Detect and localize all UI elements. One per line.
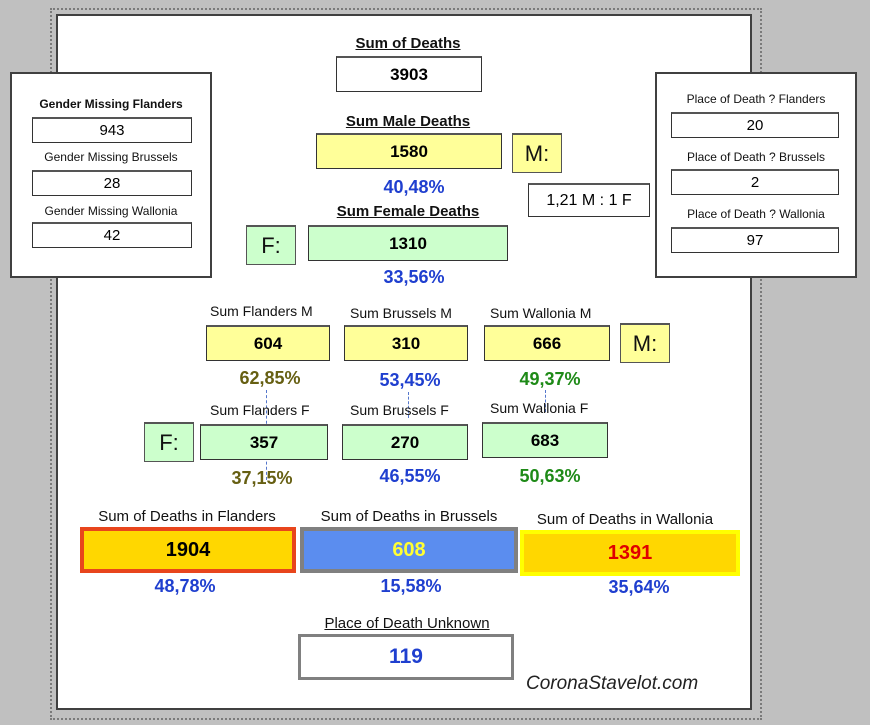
footer-site: CoronaStavelot.com <box>526 673 699 694</box>
place-unknown-brussels-label: Place of Death ? Brussels <box>686 150 826 164</box>
flanders-total-value: 1904 <box>165 538 211 561</box>
wallonia-connector <box>545 390 546 412</box>
wallonia-total-pct: 35,64% <box>608 577 670 597</box>
flanders-m-pct: 62,85% <box>239 368 301 388</box>
brussels-total-box: 608 <box>300 527 518 573</box>
wallonia-f-label: Sum Wallonia F <box>490 400 589 416</box>
female-value: 1310 <box>308 225 508 261</box>
flanders-f-pct: 37,15% <box>231 468 293 488</box>
regions-f-tag: F: <box>144 422 194 462</box>
brussels-f-pct: 46,55% <box>379 466 441 486</box>
female-label: Sum Female Deaths <box>336 203 480 220</box>
flanders-f-value: 357 <box>200 424 328 460</box>
wallonia-total-label: Sum of Deaths in Wallonia <box>536 511 714 528</box>
total-value: 3903 <box>336 56 482 92</box>
wallonia-f-value: 683 <box>482 422 608 458</box>
brussels-total-pct: 15,58% <box>380 576 442 596</box>
wallonia-total-box: 1391 <box>520 530 740 576</box>
gender-missing-brussels-label: Gender Missing Brussels <box>44 150 178 164</box>
brussels-m-pct: 53,45% <box>379 370 441 390</box>
male-tag: M: <box>512 133 562 173</box>
flanders-m-label: Sum Flanders M <box>210 303 313 319</box>
female-tag: F: <box>246 225 296 265</box>
male-value: 1580 <box>316 133 502 169</box>
gender-missing-wallonia-value: 42 <box>32 222 192 248</box>
place-unknown-label: Place of Death Unknown <box>324 615 490 632</box>
male-label: Sum Male Deaths <box>345 113 471 130</box>
flanders-total-box: 1904 <box>80 527 296 573</box>
place-unknown-flanders-value: 20 <box>671 112 839 138</box>
brussels-m-label: Sum Brussels M <box>350 305 452 321</box>
brussels-connector <box>408 392 409 418</box>
gender-missing-brussels-value: 28 <box>32 170 192 196</box>
total-label: Sum of Deaths <box>355 35 461 52</box>
outer-frame <box>50 8 762 720</box>
male-pct: 40,48% <box>383 177 445 197</box>
brussels-f-value: 270 <box>342 424 468 460</box>
ratio-value: 1,21 M : 1 F <box>528 183 650 217</box>
flanders-f-label: Sum Flanders F <box>210 402 310 418</box>
gender-missing-flanders-value: 943 <box>32 117 192 143</box>
flanders-total-pct: 48,78% <box>154 576 216 596</box>
place-unknown-brussels-value: 2 <box>671 169 839 195</box>
place-unknown-value: 119 <box>389 645 423 668</box>
wallonia-f-pct: 50,63% <box>519 466 581 486</box>
place-unknown-flanders-label: Place of Death ? Flanders <box>686 92 826 106</box>
brussels-f-label: Sum Brussels F <box>350 402 449 418</box>
place-unknown-wallonia-value: 97 <box>671 227 839 253</box>
gender-missing-flanders-label: Gender Missing Flanders <box>39 97 183 111</box>
wallonia-m-label: Sum Wallonia M <box>490 305 592 321</box>
brussels-total-label: Sum of Deaths in Brussels <box>320 508 498 525</box>
regions-m-tag: M: <box>620 323 670 363</box>
wallonia-total-value: 1391 <box>607 541 653 564</box>
gender-missing-wallonia-label: Gender Missing Wallonia <box>44 204 178 218</box>
flanders-total-label: Sum of Deaths in Flanders <box>98 508 276 525</box>
brussels-total-value: 608 <box>392 538 426 561</box>
place-unknown-box: 119 <box>298 634 514 680</box>
wallonia-m-pct: 49,37% <box>519 369 581 389</box>
wallonia-m-value: 666 <box>484 325 610 361</box>
flanders-m-value: 604 <box>206 325 330 361</box>
female-pct: 33,56% <box>383 267 445 287</box>
place-unknown-wallonia-label: Place of Death ? Wallonia <box>687 207 825 221</box>
brussels-m-value: 310 <box>344 325 468 361</box>
